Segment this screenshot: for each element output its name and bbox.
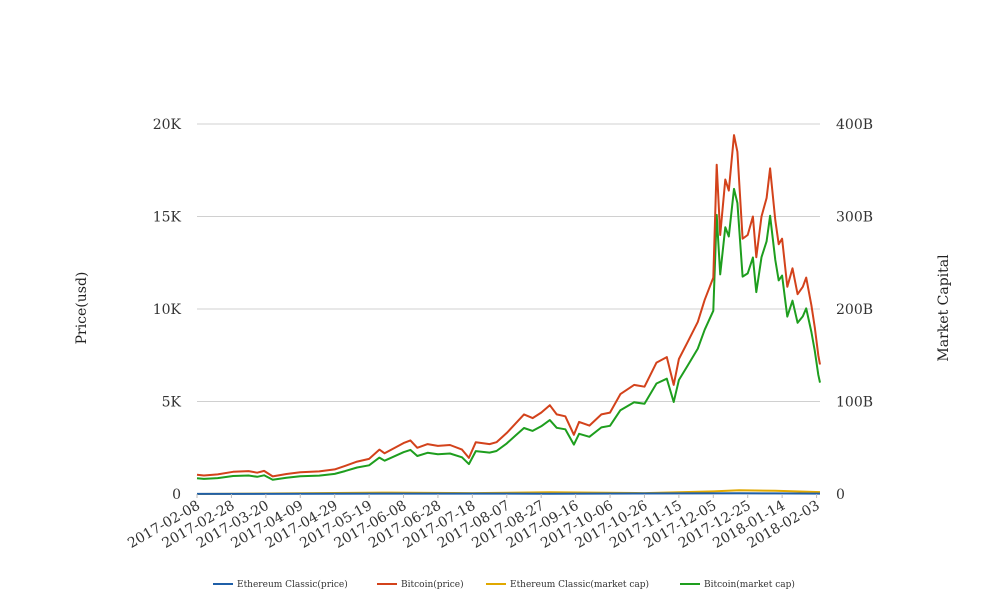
series-line-4 [196, 187, 821, 481]
left-axis-title: Price(usd) [74, 272, 90, 345]
legend-item[interactable]: Bitcoin(market cap) [680, 579, 795, 590]
left-y-axis: 0 5K 10K 15K 20K [153, 117, 182, 503]
legend-item[interactable]: Bitcoin(price) [377, 579, 464, 590]
legend-item[interactable]: Ethereum Classic(price) [213, 579, 348, 590]
right-y-axis: 0 100B 200B 300B 400B [836, 117, 873, 503]
x-axis: 2017-02-082017-02-282017-03-202017-04-09… [125, 494, 823, 552]
legend-label: Bitcoin(price) [401, 579, 464, 590]
left-tick-label: 20K [153, 117, 182, 133]
right-tick-label: 300B [836, 210, 873, 226]
plot-area [196, 134, 821, 495]
left-tick-label: 5K [162, 395, 182, 411]
right-axis-title: Market Capital [936, 254, 952, 362]
legend-item[interactable]: Ethereum Classic(market cap) [486, 579, 649, 590]
left-tick-label: 15K [153, 210, 182, 226]
legend-label: Bitcoin(market cap) [704, 579, 795, 590]
series-line-1 [196, 492, 821, 495]
right-tick-label: 200B [836, 302, 873, 318]
legend-label: Ethereum Classic(price) [237, 579, 348, 590]
legend[interactable]: Ethereum Classic(price) Bitcoin(price) Eth… [213, 579, 795, 590]
left-tick-label: 0 [172, 487, 181, 503]
gridlines [197, 123, 820, 495]
right-tick-label: 0 [836, 487, 845, 503]
right-tick-label: 400B [836, 117, 873, 133]
legend-label: Ethereum Classic(market cap) [510, 579, 649, 590]
left-tick-label: 10K [153, 302, 182, 318]
right-tick-label: 100B [836, 395, 873, 411]
series-line-2 [196, 134, 821, 478]
